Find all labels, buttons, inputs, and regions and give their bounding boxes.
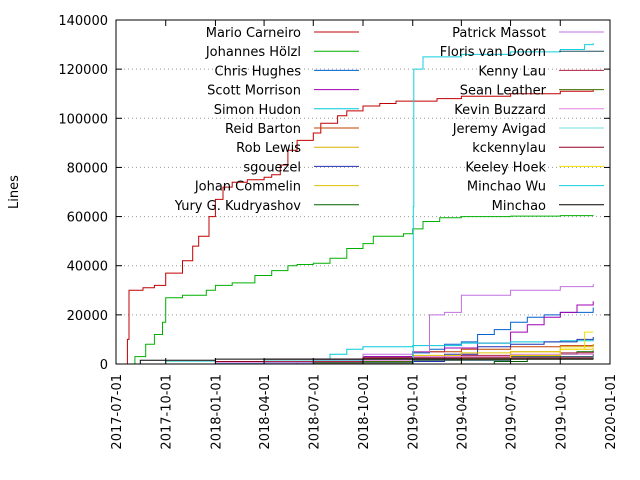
y-tick-label: 80000 xyxy=(67,161,108,176)
series-line-mario-carneiro xyxy=(116,90,594,365)
x-tick-label: 2019-10-01 xyxy=(554,374,569,450)
x-tick-label: 2018-04-01 xyxy=(258,374,273,450)
legend-label-scott-morrison: Scott Morrison xyxy=(207,84,301,99)
legend-label-reid-barton: Reid Barton xyxy=(225,122,301,137)
y-tick-label: 60000 xyxy=(67,211,108,226)
y-tick-label: 0 xyxy=(100,358,108,373)
legend-label-floris-van-doorn: Floris van Doorn xyxy=(440,45,546,60)
y-tick-label: 120000 xyxy=(58,63,108,78)
legend-label-minchao: Minchao xyxy=(492,199,546,214)
x-axis-ticks: 2017-07-01 2017-10-01 2018-01-01 2018-04-01… xyxy=(110,20,619,450)
x-tick-label: 2017-10-01 xyxy=(160,374,175,450)
legend-label-patrick-massot: Patrick Massot xyxy=(452,26,546,41)
x-tick-label: 2020-01-01 xyxy=(604,374,619,450)
legend-label-rob-lewis: Rob Lewis xyxy=(236,141,301,156)
x-tick-label: 2019-04-01 xyxy=(455,374,470,450)
legend-label-mario-carneiro: Mario Carneiro xyxy=(206,26,301,41)
legend: Mario Carneiro Johannes Hölzl Chris Hughes… xyxy=(174,26,604,214)
x-tick-label: 2019-01-01 xyxy=(407,374,422,450)
legend-label-jeremy-avigad: Jeremy Avigad xyxy=(452,122,546,137)
legend-label-sgouezel: sgouezel xyxy=(243,160,301,175)
y-tick-label: 140000 xyxy=(58,14,108,29)
y-axis-ticks: 0 20000 40000 60000 80000 100000 120000 140000 xyxy=(58,14,610,373)
x-tick-label: 2018-10-01 xyxy=(357,374,372,450)
y-axis-title: Lines xyxy=(7,175,22,209)
y-tick-label: 20000 xyxy=(67,309,108,324)
legend-label-chris-hughes: Chris Hughes xyxy=(215,64,302,79)
legend-label-sean-leather: Sean Leather xyxy=(460,84,547,99)
legend-label-johannes-h-lzl: Johannes Hölzl xyxy=(205,45,301,60)
series-line-johannes-h-lzl xyxy=(116,215,594,365)
series-line-minchao-wu xyxy=(116,43,594,365)
y-tick-label: 100000 xyxy=(58,112,108,127)
legend-label-keeley-hoek: Keeley Hoek xyxy=(465,160,546,175)
legend-label-minchao-wu: Minchao Wu xyxy=(467,180,546,195)
legend-label-kckennylau: kckennylau xyxy=(472,141,546,156)
legend-label-kenny-lau: Kenny Lau xyxy=(478,64,546,79)
x-tick-label: 2019-07-01 xyxy=(505,374,520,450)
x-tick-label: 2018-01-01 xyxy=(209,374,224,450)
x-tick-label: 2017-07-01 xyxy=(110,374,125,450)
legend-label-yury-g-kudryashov: Yury G. Kudryashov xyxy=(174,199,302,214)
x-tick-label: 2018-07-01 xyxy=(307,374,322,450)
legend-label-simon-hudon: Simon Hudon xyxy=(214,103,301,118)
y-tick-label: 40000 xyxy=(67,260,108,275)
legend-label-johan-commelin: Johan Commelin xyxy=(194,180,301,195)
legend-label-kevin-buzzard: Kevin Buzzard xyxy=(454,103,546,118)
